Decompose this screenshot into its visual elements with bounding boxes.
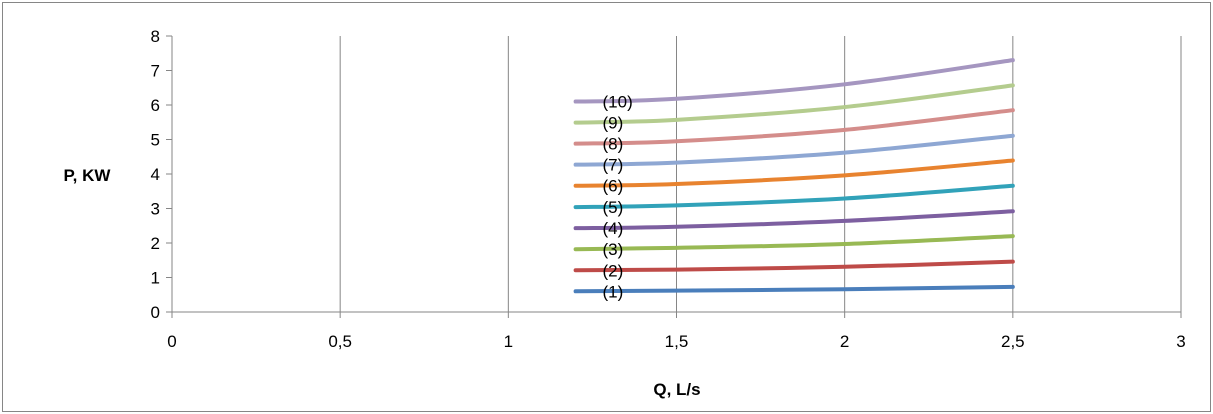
y-tick-label: 2: [151, 234, 160, 253]
series-label-5: (5): [603, 198, 624, 217]
y-tick-label: 5: [151, 131, 160, 150]
x-tick-label: 2,5: [1001, 332, 1025, 351]
x-axis-title: Q, L/s: [653, 380, 700, 399]
series-label-7: (7): [603, 156, 624, 175]
gridlines: [339, 36, 1182, 312]
series-label-4: (4): [603, 219, 624, 238]
series-label-1: (1): [603, 282, 624, 301]
y-tick-label: 1: [151, 269, 160, 288]
y-axis-title: P, KW: [64, 166, 112, 185]
series-line-4: [573, 209, 1015, 231]
series-label-10: (10): [603, 93, 633, 112]
x-tick-label: 3: [1176, 332, 1185, 351]
series-line-1: [573, 284, 1015, 294]
x-tick-label: 0,5: [328, 332, 352, 351]
x-tick-label: 0: [167, 332, 176, 351]
x-tick-label: 1,5: [665, 332, 689, 351]
series-label-3: (3): [603, 240, 624, 259]
series-label-6: (6): [603, 177, 624, 196]
series-label-2: (2): [603, 261, 624, 280]
x-tick-label: 1: [504, 332, 513, 351]
series-line-8: [573, 108, 1015, 146]
x-tick-labels: 0 0,5 1 1,5 2 2,5 3: [167, 332, 1185, 351]
series-line-6: [573, 158, 1015, 188]
y-tick-label: 0: [151, 303, 160, 322]
series-line-7: [573, 133, 1015, 167]
series-line-9: [573, 83, 1015, 125]
y-tick-label: 3: [151, 200, 160, 219]
series-line-2: [573, 259, 1015, 273]
y-tick-label: 8: [151, 27, 160, 46]
x-tick-label: 2: [840, 332, 849, 351]
series-label-8: (8): [603, 135, 624, 154]
series-line-5: [573, 183, 1015, 210]
series-line-10: [573, 58, 1015, 104]
axes: [166, 35, 1182, 318]
series-label-9: (9): [603, 114, 624, 133]
series-line-3: [573, 234, 1015, 252]
series-lines: [573, 58, 1015, 294]
y-tick-label: 6: [151, 96, 160, 115]
y-tick-labels: 0 1 2 3 4 5 6 7 8: [151, 27, 160, 322]
y-tick-label: 4: [151, 165, 160, 184]
y-tick-label: 7: [151, 62, 160, 81]
series-labels: (1) (2) (3) (4) (5) (6) (7) (8) (9) (10): [603, 93, 633, 302]
